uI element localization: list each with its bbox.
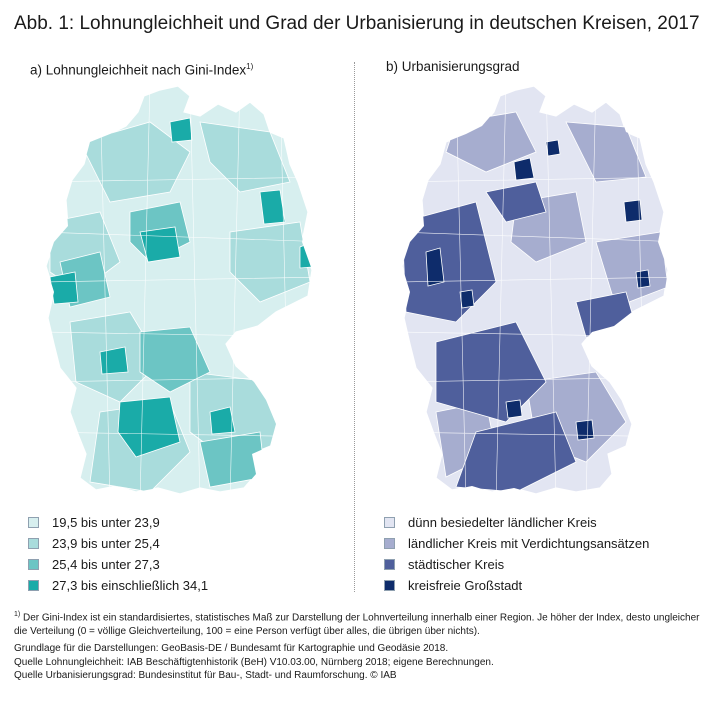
- legend-a-swatch-3: [28, 559, 39, 570]
- map-a-borders: [46, 86, 312, 494]
- legend-a-item: 19,5 bis unter 23,9: [28, 512, 208, 533]
- map-a-region: [169, 117, 193, 143]
- map-b-region: [505, 399, 523, 419]
- legend-b-item: dünn besiedelter ländlicher Kreis: [384, 512, 649, 533]
- map-a-region: [49, 271, 79, 305]
- panel-divider: [354, 62, 355, 592]
- map-a-region: [209, 406, 236, 435]
- legend-a-item: 23,9 bis unter 25,4: [28, 533, 208, 554]
- panel-a-title-text: a) Lohnungleichheit nach Gini-Index: [30, 62, 247, 78]
- map-b-region: [485, 181, 547, 223]
- map-urbanization: [401, 85, 669, 495]
- map-b-region: [575, 419, 595, 441]
- legend-b-label: städtischer Kreis: [408, 557, 505, 572]
- source-urbanization: Quelle Urbanisierungsgrad: Bundesinstitu…: [14, 670, 397, 682]
- map-a-region: [199, 121, 291, 193]
- map-b-region: [459, 289, 475, 309]
- legend-b-swatch-4: [384, 580, 395, 591]
- map-b-region: [455, 411, 577, 493]
- legend-a-swatch-1: [28, 517, 39, 528]
- panel-a-title-footnote-marker: 1): [246, 62, 254, 71]
- map-b-borders: [402, 86, 668, 494]
- legend-b-swatch-1: [384, 517, 395, 528]
- legend-b-label: dünn besiedelter ländlicher Kreis: [408, 515, 597, 530]
- legend-a-swatch-4: [28, 580, 39, 591]
- map-wage-inequality: [45, 85, 313, 495]
- map-a-region: [199, 431, 266, 488]
- footnote-marker: 1): [14, 611, 21, 618]
- legend-b-label: ländlicher Kreis mit Verdichtungsansätze…: [408, 536, 650, 551]
- legend-b-swatch-2: [384, 538, 395, 549]
- legend-a-label: 19,5 bis unter 23,9: [52, 515, 160, 530]
- map-b-region: [635, 269, 651, 289]
- legend-a-label: 27,3 bis einschließlich 34,1: [52, 578, 209, 593]
- footnote: 1) Der Gini-Index ist ein standardisiert…: [14, 608, 704, 638]
- legend-urbanization: dünn besiedelter ländlicher Kreis ländli…: [384, 512, 649, 596]
- map-a-region: [79, 121, 191, 203]
- map-b-region: [595, 231, 668, 308]
- legend-a-item: 25,4 bis unter 27,3: [28, 554, 208, 575]
- basis-note: Grundlage für die Darstellungen: GeoBasi…: [14, 643, 449, 655]
- source-wage: Quelle Lohnungleichheit: IAB Beschäftigt…: [14, 656, 494, 668]
- map-a-region: [139, 326, 211, 393]
- map-a-region: [117, 396, 181, 458]
- legend-a-label: 25,4 bis unter 27,3: [52, 557, 160, 572]
- map-a-region: [99, 346, 129, 375]
- figure-title: Abb. 1: Lohnungleichheit und Grad der Ur…: [14, 13, 700, 34]
- panel-a-title: a) Lohnungleichheit nach Gini-Index1): [30, 58, 253, 80]
- figure-notes: 1) Der Gini-Index ist ein standardisiert…: [14, 608, 704, 683]
- map-b-region: [425, 247, 445, 287]
- map-b-region: [545, 139, 561, 157]
- panel-b-title: b) Urbanisierungsgrad: [386, 59, 520, 74]
- footnote-text: Der Gini-Index ist ein standardisiertes,…: [14, 612, 700, 637]
- map-b-region: [565, 121, 647, 183]
- legend-a-swatch-2: [28, 538, 39, 549]
- map-b-region: [623, 199, 643, 223]
- map-b-region: [513, 157, 535, 181]
- legend-wage-inequality: 19,5 bis unter 23,9 23,9 bis unter 25,4 …: [28, 512, 208, 596]
- legend-b-item: städtischer Kreis: [384, 554, 649, 575]
- legend-b-swatch-3: [384, 559, 395, 570]
- legend-b-item: kreisfreie Großstadt: [384, 575, 649, 596]
- legend-b-label: kreisfreie Großstadt: [408, 578, 523, 593]
- legend-a-item: 27,3 bis einschließlich 34,1: [28, 575, 208, 596]
- map-a-region: [259, 189, 286, 225]
- legend-a-label: 23,9 bis unter 25,4: [52, 536, 160, 551]
- legend-b-item: ländlicher Kreis mit Verdichtungsansätze…: [384, 533, 649, 554]
